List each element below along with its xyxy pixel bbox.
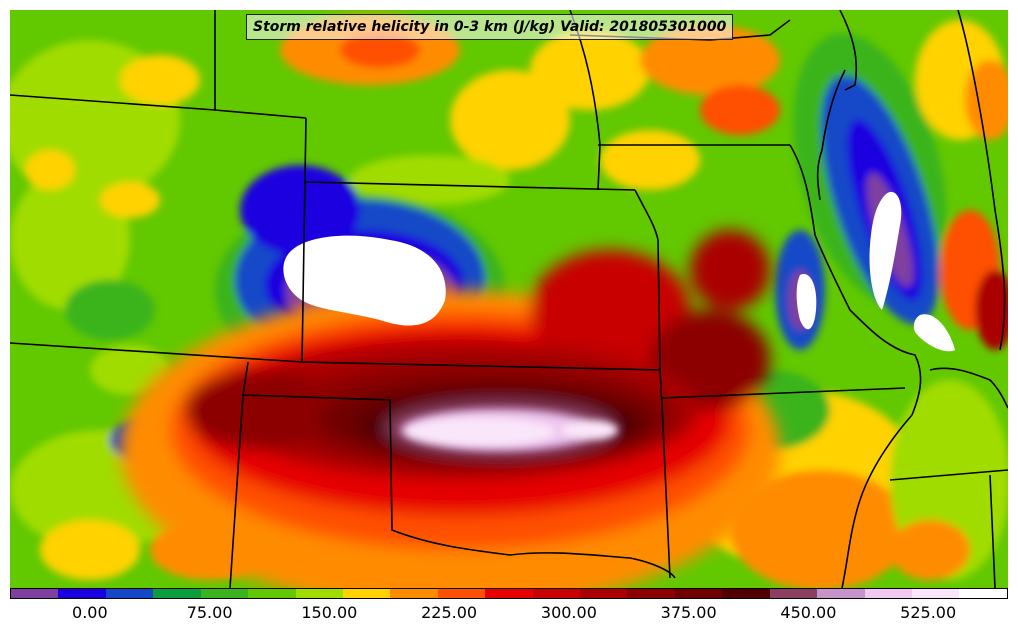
field-patch bbox=[640, 25, 780, 95]
boundary-line bbox=[789, 144, 922, 416]
field-patch bbox=[690, 230, 770, 310]
colorbar-segment bbox=[627, 589, 675, 598]
boundary-line bbox=[301, 117, 307, 363]
colorbar-segment bbox=[532, 589, 581, 598]
field-patch bbox=[975, 270, 1008, 350]
field-patch bbox=[10, 170, 130, 310]
colorbar-segment bbox=[105, 589, 154, 598]
colorbar-segment bbox=[580, 589, 628, 598]
colorbar-segment bbox=[674, 589, 723, 598]
colorbar-segment bbox=[817, 589, 865, 598]
field-core bbox=[869, 191, 902, 310]
colorbar-ticks: 0.00 75.00 150.00 225.00 300.00 375.00 450.00 5… bbox=[10, 600, 1008, 630]
colorbar-segment bbox=[390, 589, 438, 598]
field-patch bbox=[405, 418, 555, 446]
colorbar-segment bbox=[11, 589, 59, 598]
boundary-line bbox=[957, 10, 1006, 351]
boundary-line bbox=[301, 361, 661, 371]
boundary-line bbox=[989, 474, 996, 588]
colorbar-segment bbox=[153, 589, 201, 598]
colorbar bbox=[10, 588, 1008, 599]
field-patch bbox=[240, 165, 360, 255]
field-patch bbox=[25, 150, 75, 190]
colorbar-tick-label: 75.00 bbox=[186, 603, 233, 622]
field-patch bbox=[90, 345, 170, 395]
field-patch bbox=[340, 32, 420, 68]
boundary-line bbox=[634, 189, 661, 371]
colorbar-segment bbox=[864, 589, 913, 598]
boundary-line bbox=[242, 394, 676, 579]
boundary-line bbox=[929, 367, 1008, 409]
colorbar-segment bbox=[58, 589, 106, 598]
colorbar-tick-label: 150.00 bbox=[301, 603, 358, 622]
field-patch bbox=[965, 60, 1008, 140]
chart-title: Storm relative helicity in 0-3 km (J/kg)… bbox=[246, 14, 734, 40]
colorbar-tick-label: 0.00 bbox=[72, 603, 108, 622]
field-patch bbox=[530, 30, 650, 110]
field-patch bbox=[600, 130, 700, 190]
field-patch bbox=[890, 520, 970, 580]
field-core bbox=[913, 314, 955, 352]
colorbar-segment bbox=[342, 589, 391, 598]
field-patch bbox=[562, 420, 618, 440]
colorbar-tick-label: 300.00 bbox=[540, 603, 597, 622]
field-patch bbox=[530, 250, 690, 370]
field-patch bbox=[350, 155, 510, 205]
boundary-line bbox=[305, 181, 636, 191]
field-patch bbox=[65, 280, 155, 340]
boundary-line bbox=[841, 414, 913, 588]
boundary-line bbox=[661, 387, 906, 399]
field-patch bbox=[730, 470, 910, 588]
colorbar-segment bbox=[248, 589, 296, 598]
boundary-line bbox=[839, 10, 858, 91]
colorbar-tick-label: 375.00 bbox=[660, 603, 717, 622]
colorbar-tick-label: 525.00 bbox=[900, 603, 957, 622]
map-panel bbox=[10, 10, 1008, 588]
field-core bbox=[796, 274, 817, 330]
colorbar-segment bbox=[295, 589, 343, 598]
colorbar-tick-label: 225.00 bbox=[421, 603, 478, 622]
boundary-line bbox=[10, 342, 303, 363]
boundary-line bbox=[889, 469, 1008, 481]
field-patch bbox=[100, 182, 160, 218]
colorbar-segment bbox=[722, 589, 770, 598]
colorbar-segment bbox=[769, 589, 818, 598]
colorbar-tick-label: 450.00 bbox=[780, 603, 837, 622]
colorbar-segment bbox=[912, 589, 960, 598]
field-core bbox=[283, 235, 446, 326]
colorbar-segment bbox=[959, 589, 1007, 598]
field-patch bbox=[40, 520, 140, 580]
field-patch bbox=[450, 70, 570, 170]
boundary-line bbox=[659, 369, 671, 579]
boundary-line bbox=[816, 69, 846, 201]
colorbar-segment bbox=[437, 589, 486, 598]
colorbar-segment bbox=[200, 589, 249, 598]
colorbar-segment bbox=[485, 589, 533, 598]
field-patch bbox=[120, 55, 200, 105]
field-patch bbox=[700, 85, 780, 135]
helicity-map bbox=[10, 10, 1008, 588]
